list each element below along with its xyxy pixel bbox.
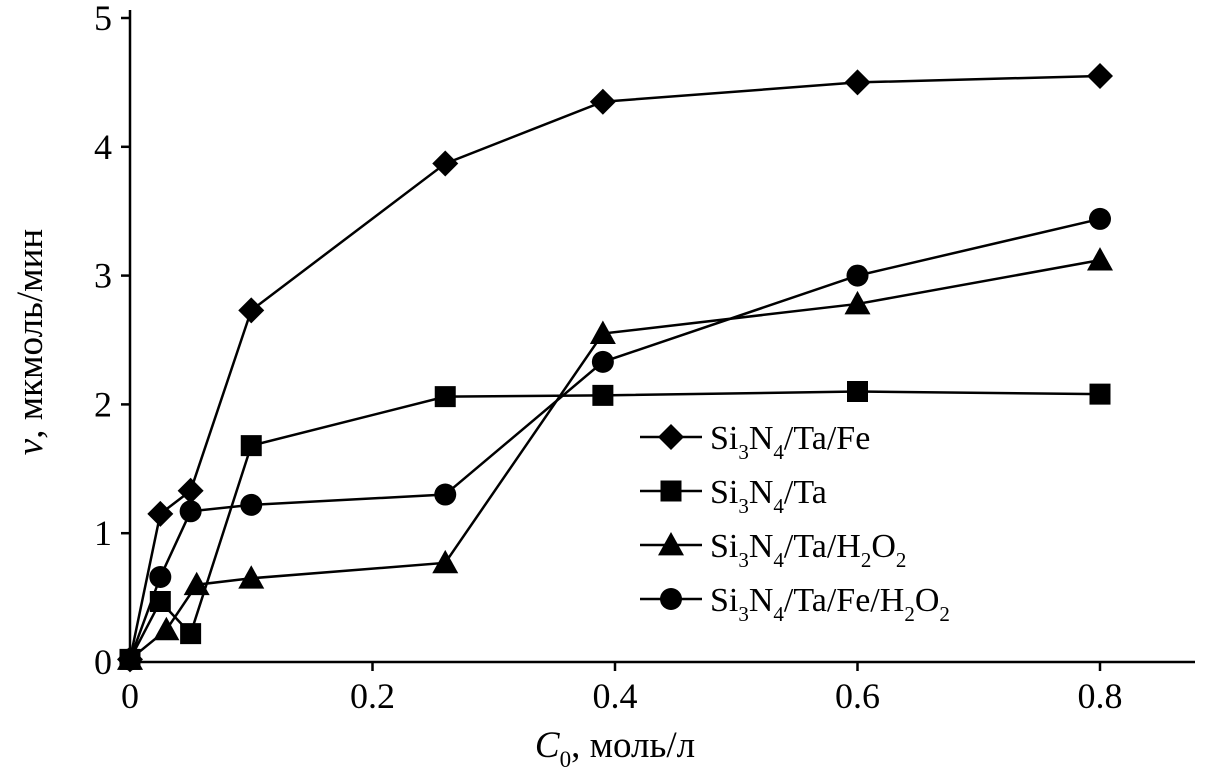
x-tick-label: 0.4 — [593, 676, 638, 716]
diamond-marker — [432, 150, 459, 177]
triangle-marker — [589, 320, 616, 344]
y-tick-label: 2 — [94, 384, 112, 424]
y-tick-label: 5 — [94, 0, 112, 38]
square-marker — [180, 623, 202, 645]
series-line — [128, 217, 1101, 660]
y-tick-label: 0 — [94, 642, 112, 682]
y-tick-label: 3 — [94, 256, 112, 296]
circle-marker — [149, 565, 172, 588]
circle-marker — [846, 264, 869, 287]
series-si3n4-ta-fe — [117, 62, 1113, 673]
circle-marker — [660, 588, 682, 610]
square-marker — [847, 381, 868, 403]
legend-label: Si3N4/Ta/Fe — [710, 420, 870, 464]
square-marker — [240, 435, 262, 457]
diamond-marker — [177, 477, 204, 504]
x-tick-label: 0.6 — [835, 676, 880, 716]
circle-marker — [119, 648, 141, 671]
diamond-marker — [1087, 62, 1113, 89]
triangle-marker — [658, 532, 684, 556]
series-si3n4-ta-fe-h2o2 — [119, 207, 1111, 671]
square-marker — [660, 480, 682, 502]
legend-item-si3n4-ta-fe: Si3N4/Ta/Fe — [640, 420, 870, 464]
triangle-marker — [1087, 247, 1113, 271]
circle-marker — [179, 500, 202, 523]
legend-label: Si3N4/Ta — [710, 474, 827, 518]
triangle-marker — [153, 616, 180, 641]
circle-marker — [1089, 207, 1111, 230]
series-line — [129, 258, 1101, 661]
legend-item-si3n4-ta: Si3N4/Ta — [640, 474, 827, 518]
diamond-marker — [844, 69, 871, 96]
diamond-marker — [658, 424, 684, 450]
legend-item-si3n4-ta-h2o2: Si3N4/Ta/H2O2 — [640, 528, 906, 572]
x-axis-title: C0, моль/л — [535, 725, 695, 772]
triangle-marker — [844, 290, 871, 315]
x-tick-label: 0.2 — [350, 676, 395, 716]
y-axis-title: v, мкмоль/мин — [10, 229, 51, 455]
y-tick-label: 4 — [94, 127, 112, 167]
x-tick-label: 0.8 — [1078, 676, 1123, 716]
legend: Si3N4/Ta/Fe Si3N4/Ta Si3N4/Ta/H2O2 Si3N4/Ta… — [640, 420, 950, 626]
series-line — [128, 390, 1101, 661]
triangle-marker — [432, 549, 459, 574]
x-tick-label: 0 — [121, 676, 139, 716]
triangle-marker — [238, 565, 265, 589]
square-marker — [1089, 383, 1111, 405]
circle-marker — [240, 493, 263, 516]
series-si3n4-ta — [119, 381, 1111, 670]
legend-label: Si3N4/Ta/H2O2 — [710, 528, 906, 572]
tick-labels: 0 1 2 3 4 5 0 0.2 0.4 0.6 0.8 — [94, 0, 1123, 716]
legend-item-si3n4-ta-fe-h2o2: Si3N4/Ta/Fe/H2O2 — [640, 582, 950, 626]
diamond-marker — [147, 500, 174, 527]
diamond-marker — [589, 88, 616, 115]
circle-marker — [591, 350, 614, 373]
square-marker — [149, 590, 171, 612]
axes — [121, 10, 1195, 671]
square-marker — [434, 386, 456, 408]
y-tick-label: 1 — [94, 513, 112, 553]
diamond-marker — [238, 297, 265, 324]
series-line — [128, 74, 1101, 660]
series-si3n4-ta-h2o2 — [117, 247, 1113, 670]
square-marker — [592, 384, 614, 406]
circle-marker — [434, 483, 457, 506]
legend-label: Si3N4/Ta/Fe/H2O2 — [710, 582, 950, 626]
triangle-marker — [183, 571, 210, 596]
